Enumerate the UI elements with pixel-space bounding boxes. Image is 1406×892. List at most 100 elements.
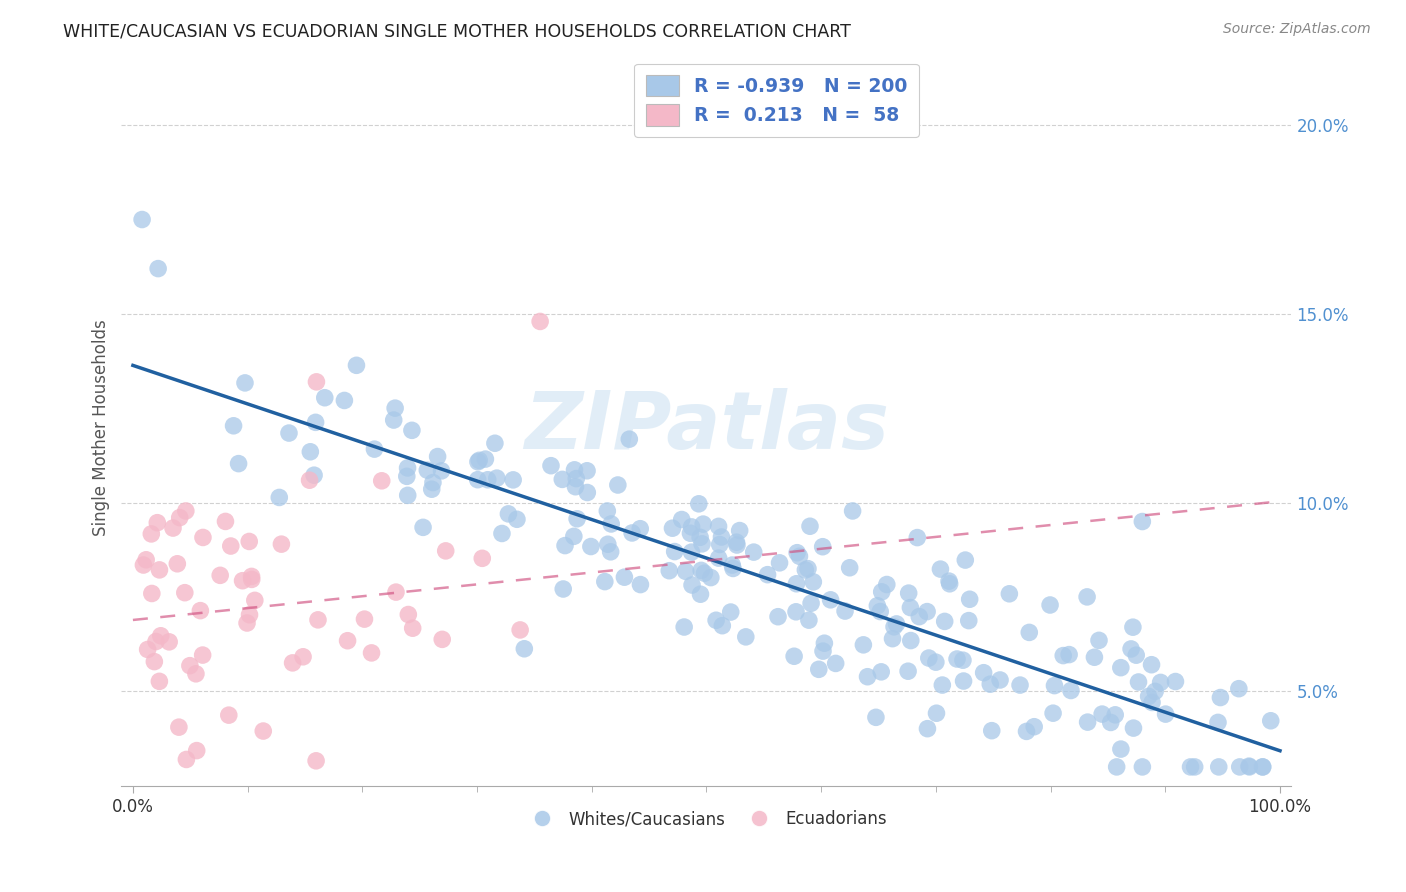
Point	[600, 516, 623, 531]
Point	[785, 605, 807, 619]
Point	[681, 520, 703, 534]
Point	[565, 512, 588, 526]
Point	[554, 539, 576, 553]
Point	[1042, 706, 1064, 721]
Point	[166, 557, 188, 571]
Point	[236, 615, 259, 630]
Point	[1130, 515, 1153, 529]
Point	[886, 616, 908, 631]
Point	[218, 708, 240, 723]
Point	[934, 615, 956, 629]
Point	[865, 710, 887, 724]
Point	[876, 577, 898, 591]
Point	[467, 473, 489, 487]
Point	[938, 574, 960, 588]
Point	[149, 629, 172, 643]
Point	[870, 584, 893, 599]
Point	[900, 633, 922, 648]
Point	[148, 563, 170, 577]
Point	[252, 724, 274, 739]
Point	[596, 537, 619, 551]
Point	[673, 620, 696, 634]
Point	[299, 444, 322, 458]
Legend: Whites/Caucasians, Ecuadorians: Whites/Caucasians, Ecuadorians	[519, 804, 894, 835]
Point	[728, 524, 751, 538]
Point	[238, 607, 260, 622]
Point	[396, 488, 419, 502]
Point	[725, 535, 748, 549]
Point	[1251, 760, 1274, 774]
Point	[783, 649, 806, 664]
Point	[191, 648, 214, 662]
Point	[232, 574, 254, 588]
Point	[599, 545, 621, 559]
Point	[1043, 679, 1066, 693]
Point	[363, 442, 385, 456]
Point	[190, 604, 212, 618]
Point	[811, 540, 834, 554]
Point	[768, 556, 790, 570]
Point	[240, 573, 263, 587]
Point	[959, 592, 981, 607]
Point	[562, 529, 585, 543]
Point	[898, 600, 921, 615]
Point	[952, 653, 974, 667]
Point	[721, 561, 744, 575]
Point	[305, 375, 328, 389]
Point	[467, 455, 489, 469]
Point	[484, 436, 506, 450]
Point	[1076, 590, 1098, 604]
Point	[167, 720, 190, 734]
Point	[606, 478, 628, 492]
Point	[1239, 760, 1261, 774]
Point	[1105, 760, 1128, 774]
Point	[551, 472, 574, 486]
Point	[281, 656, 304, 670]
Point	[401, 423, 423, 437]
Point	[870, 665, 893, 679]
Point	[824, 657, 846, 671]
Point	[915, 605, 938, 619]
Point	[169, 510, 191, 524]
Point	[596, 504, 619, 518]
Point	[173, 585, 195, 599]
Point	[176, 752, 198, 766]
Point	[1229, 760, 1251, 774]
Point	[725, 538, 748, 552]
Point	[1137, 690, 1160, 704]
Point	[789, 549, 811, 564]
Point	[146, 516, 169, 530]
Point	[240, 569, 263, 583]
Point	[813, 636, 835, 650]
Point	[228, 457, 250, 471]
Point	[143, 655, 166, 669]
Point	[1208, 760, 1230, 774]
Point	[1008, 678, 1031, 692]
Point	[426, 450, 449, 464]
Point	[742, 545, 765, 559]
Point	[869, 605, 891, 619]
Point	[222, 418, 245, 433]
Y-axis label: Single Mother Households: Single Mother Households	[93, 318, 110, 535]
Point	[882, 632, 904, 646]
Point	[209, 568, 232, 582]
Point	[710, 530, 733, 544]
Point	[564, 480, 586, 494]
Point	[800, 596, 823, 610]
Point	[278, 425, 301, 440]
Point	[973, 665, 995, 680]
Point	[1130, 760, 1153, 774]
Point	[529, 314, 551, 328]
Point	[679, 526, 702, 541]
Point	[929, 562, 952, 576]
Point	[721, 558, 744, 572]
Point	[491, 526, 513, 541]
Point	[1251, 760, 1274, 774]
Point	[1140, 657, 1163, 672]
Point	[136, 642, 159, 657]
Point	[1052, 648, 1074, 663]
Point	[336, 633, 359, 648]
Point	[692, 517, 714, 532]
Point	[395, 469, 418, 483]
Point	[658, 564, 681, 578]
